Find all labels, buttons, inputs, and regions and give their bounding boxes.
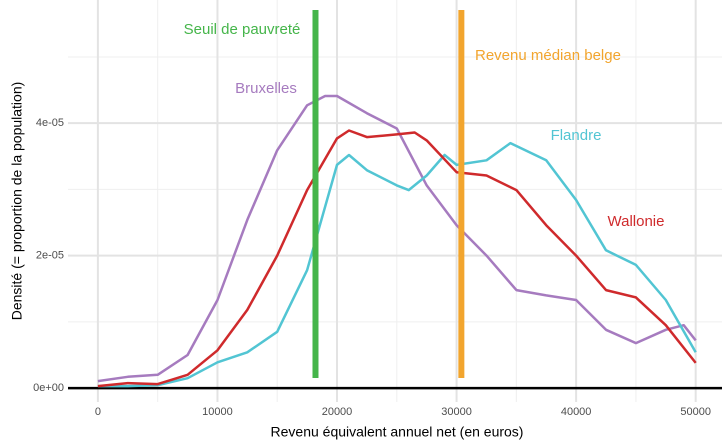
series-label: Wallonie: [608, 213, 665, 230]
x-axis-title: Revenu équivalent annuel net (en euros): [271, 424, 524, 440]
line: [97, 129, 697, 388]
x-tick-label: 0: [95, 406, 101, 418]
line: [97, 94, 697, 383]
series-label: Bruxelles: [235, 80, 297, 97]
y-tick-label: 2e-05: [36, 250, 64, 262]
x-tick-label: 50000: [680, 406, 711, 418]
x-tick-label: 10000: [202, 406, 233, 418]
y-tick-label: 0e+00: [33, 382, 64, 394]
y-tick-label: 4e-05: [36, 117, 64, 129]
x-tick-label: 30000: [441, 406, 472, 418]
annotation: Revenu médian belge: [475, 47, 621, 64]
y-axis-title: Densité (= proportion de la population): [9, 82, 25, 321]
series-label: Flandre: [551, 127, 602, 144]
x-tick-label: 20000: [322, 406, 353, 418]
x-tick-label: 40000: [561, 406, 592, 418]
line: [97, 141, 697, 388]
annotation: Seuil de pauvreté: [184, 21, 301, 38]
